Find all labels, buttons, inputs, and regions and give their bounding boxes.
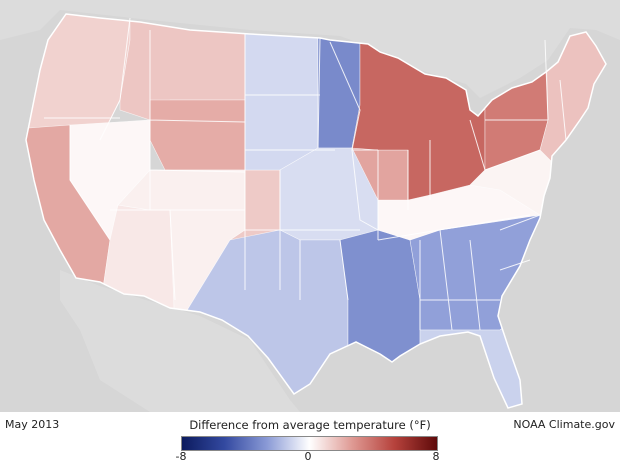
region-wyoming xyxy=(149,99,246,171)
map-area xyxy=(0,0,620,412)
us-outline xyxy=(25,13,607,409)
legend-tick-mid: 0 xyxy=(304,450,312,463)
canada-land xyxy=(0,0,620,98)
mexico-land xyxy=(60,270,300,412)
legend-tick-max: 8 xyxy=(432,450,440,463)
credit-label: NOAA Climate.gov xyxy=(513,418,615,431)
us-temperature-map xyxy=(0,0,620,412)
legend-footer: May 2013 Difference from average tempera… xyxy=(0,412,620,465)
state-borders xyxy=(44,17,567,331)
color-scale-bar xyxy=(181,436,438,451)
legend-tick-min: -8 xyxy=(175,450,187,463)
date-label: May 2013 xyxy=(5,418,60,431)
legend-title: Difference from average temperature (°F) xyxy=(189,418,431,432)
